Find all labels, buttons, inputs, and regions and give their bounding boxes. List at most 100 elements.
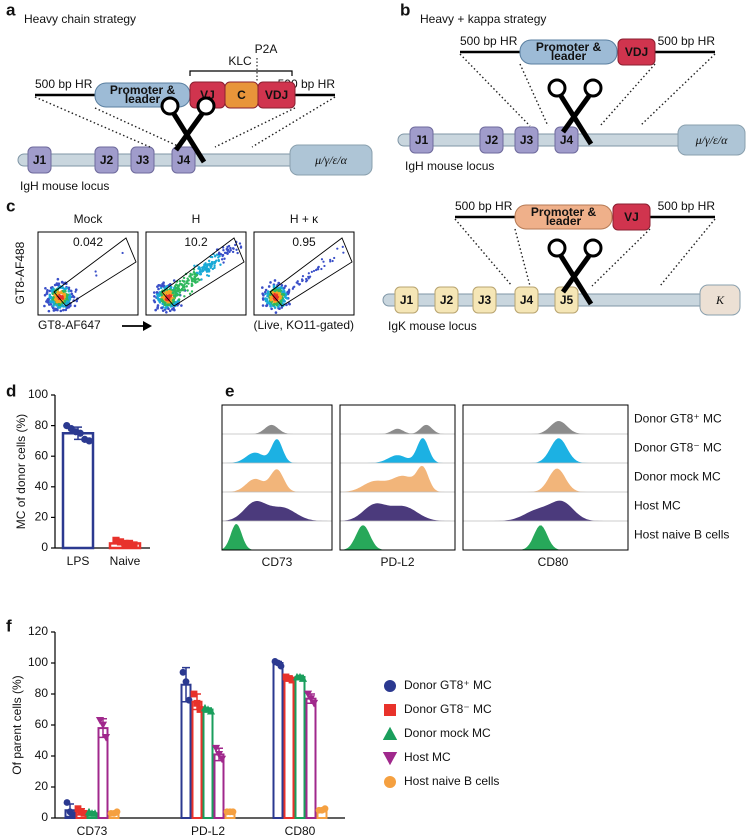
guide-line: [519, 63, 549, 127]
flow-dot: [195, 278, 198, 281]
y-tick-label: 0: [41, 540, 48, 554]
flow-dot: [200, 278, 203, 281]
scissors-handle: [547, 78, 567, 98]
j-label: J2: [440, 293, 454, 307]
y-tick-label: 80: [35, 418, 49, 432]
flow-dot: [307, 272, 310, 275]
flow-dot: [280, 292, 284, 296]
data-point: [101, 734, 111, 742]
flow-dot: [231, 250, 235, 254]
klc-label: KLC: [228, 54, 252, 68]
flow-dot: [213, 260, 216, 264]
flow-dot: [279, 296, 282, 300]
data-point: [98, 721, 108, 730]
flow-dot: [55, 303, 59, 307]
flow-dot: [157, 284, 160, 287]
flow-dot: [222, 248, 225, 252]
flow-dot: [298, 282, 301, 286]
flow-dot: [173, 302, 177, 306]
flow-dot: [201, 266, 205, 269]
data-point: [206, 706, 216, 715]
scissors: [547, 78, 603, 146]
constant-region: [289, 144, 373, 176]
flow-dot: [49, 286, 53, 290]
promoter-label: Promoter &: [110, 83, 176, 97]
j-label: J1: [415, 133, 429, 147]
flow-dot: [266, 292, 270, 295]
flow-dot: [48, 293, 52, 297]
flow-dot: [279, 299, 283, 303]
j-segment: [27, 146, 52, 174]
y-axis-label: Of parent cells (%): [10, 675, 24, 774]
histogram: [463, 421, 628, 434]
flow-dot: [168, 309, 172, 313]
flow-dot: [180, 288, 183, 292]
flow-dot: [193, 275, 197, 279]
constant-region: [699, 284, 741, 316]
histogram: [463, 500, 628, 521]
flow-dot: [59, 309, 63, 313]
guide-line: [591, 228, 651, 287]
segment-box: [257, 81, 296, 109]
flow-dot: [342, 251, 345, 254]
flow-dot: [183, 285, 186, 289]
y-axis-label: MC of donor cells (%): [14, 414, 28, 529]
flow-dot: [271, 291, 275, 294]
guide-line: [459, 53, 531, 127]
flow-dots: [152, 240, 243, 314]
y-tick-label: 80: [35, 686, 49, 700]
histogram-frame: [462, 404, 629, 551]
y-tick-label: 60: [35, 717, 49, 731]
flow-dot: [285, 297, 289, 300]
histogram: [222, 501, 332, 521]
flow-dot: [204, 267, 207, 270]
flow-dot: [269, 298, 273, 302]
flow-dot: [284, 295, 287, 299]
flow-dot: [288, 288, 291, 291]
flow-dot: [274, 311, 278, 314]
y-tick-label: 60: [35, 448, 49, 462]
histogram: [463, 468, 628, 492]
y-tick-label: 40: [35, 748, 49, 762]
row-label: Host naive B cells: [634, 528, 729, 542]
flow-dot: [182, 289, 186, 292]
flow-dot: [312, 269, 316, 273]
guide-line: [514, 228, 531, 287]
flow-dot: [165, 285, 168, 289]
histogram: [463, 525, 628, 550]
flow-dot: [58, 303, 62, 307]
j-segment: [479, 126, 504, 154]
flow-dot: [280, 284, 284, 287]
bar: [202, 708, 214, 819]
flow-dot: [52, 309, 56, 312]
flow-dot: [287, 302, 291, 305]
j-segment: [409, 126, 434, 154]
flow-dot: [73, 304, 77, 308]
flow-dot: [235, 248, 238, 252]
flow-dot: [198, 278, 201, 282]
flow-dot: [172, 294, 176, 297]
data-point: [217, 755, 227, 764]
data-point: [130, 541, 138, 549]
flow-dot: [320, 267, 323, 271]
flow-dot: [196, 280, 199, 283]
flow-dot: [68, 304, 71, 308]
flow-dot: [167, 301, 170, 304]
scissors-handle: [583, 78, 603, 98]
histogram-frame: [339, 404, 456, 551]
bar: [305, 697, 317, 820]
flow-dot: [320, 258, 324, 261]
flow-dot: [228, 250, 231, 254]
flow-dot: [207, 270, 210, 273]
scissors: [547, 238, 603, 306]
flow-dot: [269, 281, 272, 284]
flow-dot: [222, 261, 225, 264]
flow-dot: [152, 291, 156, 294]
flow-dot: [287, 291, 291, 294]
flow-dot: [69, 289, 73, 293]
gate-value: 0.042: [73, 235, 103, 249]
flow-dot: [75, 299, 79, 303]
flow-dot: [47, 300, 50, 304]
scissors-handle: [583, 238, 603, 258]
flow-dot: [277, 281, 281, 285]
